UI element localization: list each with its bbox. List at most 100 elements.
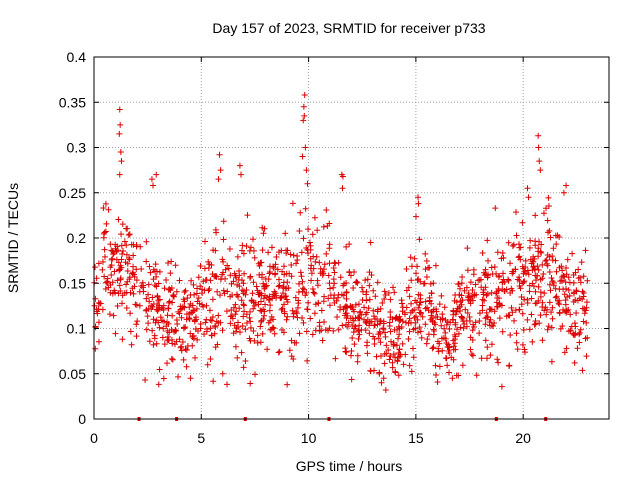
data-point bbox=[266, 293, 273, 300]
data-point bbox=[108, 271, 115, 278]
data-point bbox=[524, 185, 531, 192]
data-point bbox=[190, 281, 197, 288]
data-point bbox=[95, 319, 102, 326]
data-point bbox=[371, 322, 378, 329]
data-point bbox=[418, 334, 425, 341]
data-point bbox=[450, 343, 457, 350]
data-point bbox=[308, 277, 315, 284]
data-points bbox=[91, 92, 591, 394]
data-point bbox=[576, 329, 583, 336]
data-point bbox=[412, 319, 419, 326]
data-point bbox=[124, 278, 131, 285]
data-point bbox=[583, 353, 590, 360]
data-point bbox=[234, 291, 241, 298]
data-point bbox=[355, 315, 362, 322]
data-point bbox=[581, 305, 588, 312]
data-point bbox=[280, 263, 287, 270]
data-point bbox=[476, 317, 483, 324]
data-point bbox=[296, 227, 303, 234]
data-point bbox=[255, 291, 262, 298]
data-point bbox=[243, 243, 250, 250]
data-point bbox=[326, 260, 333, 267]
data-point bbox=[562, 301, 569, 308]
data-point bbox=[194, 336, 201, 343]
data-point bbox=[259, 330, 266, 337]
data-point bbox=[304, 180, 311, 187]
data-point bbox=[545, 323, 552, 330]
data-point bbox=[146, 338, 153, 345]
data-point bbox=[363, 342, 370, 349]
data-point bbox=[268, 244, 275, 251]
data-point bbox=[432, 321, 439, 328]
data-point bbox=[149, 327, 156, 334]
data-point bbox=[167, 270, 174, 277]
data-point bbox=[92, 345, 99, 352]
data-point bbox=[569, 250, 576, 257]
data-point bbox=[92, 295, 99, 302]
data-point bbox=[136, 288, 143, 295]
data-point bbox=[131, 273, 138, 280]
data-point bbox=[321, 261, 328, 268]
data-point bbox=[352, 301, 359, 308]
data-point bbox=[380, 325, 387, 332]
data-point bbox=[254, 339, 261, 346]
data-point bbox=[210, 378, 217, 385]
data-point bbox=[540, 270, 547, 277]
data-point bbox=[527, 237, 534, 244]
data-point bbox=[376, 370, 383, 377]
data-point bbox=[290, 356, 297, 363]
data-point bbox=[206, 307, 213, 314]
data-point bbox=[543, 311, 550, 318]
data-point bbox=[381, 288, 388, 295]
data-point bbox=[549, 304, 556, 311]
data-point bbox=[549, 315, 556, 322]
data-point bbox=[153, 171, 160, 178]
data-point bbox=[169, 312, 176, 319]
data-point bbox=[129, 285, 136, 292]
data-point bbox=[395, 372, 402, 379]
data-point bbox=[544, 262, 551, 269]
data-point bbox=[197, 321, 204, 328]
data-point bbox=[387, 353, 394, 360]
data-point bbox=[187, 330, 194, 337]
data-point bbox=[347, 352, 354, 359]
data-point bbox=[283, 270, 290, 277]
data-point bbox=[247, 380, 254, 387]
data-point bbox=[519, 341, 526, 348]
data-point bbox=[325, 295, 332, 302]
data-point bbox=[580, 318, 587, 325]
data-point bbox=[175, 373, 182, 380]
data-point bbox=[246, 247, 253, 254]
data-point bbox=[156, 324, 163, 331]
data-point bbox=[330, 284, 337, 291]
data-point bbox=[209, 271, 216, 278]
data-point bbox=[553, 293, 560, 300]
data-point bbox=[154, 292, 161, 299]
data-point bbox=[260, 295, 267, 302]
data-point bbox=[443, 321, 450, 328]
data-point bbox=[220, 269, 227, 276]
data-point bbox=[417, 295, 424, 302]
data-point bbox=[165, 337, 172, 344]
data-point bbox=[436, 363, 443, 370]
data-point bbox=[582, 247, 589, 254]
data-point bbox=[375, 335, 382, 342]
data-point bbox=[247, 318, 254, 325]
data-point bbox=[457, 285, 464, 292]
data-point bbox=[122, 259, 129, 266]
data-point bbox=[479, 296, 486, 303]
data-point bbox=[576, 295, 583, 302]
data-point bbox=[202, 319, 209, 326]
data-point bbox=[490, 323, 497, 330]
data-point bbox=[183, 363, 190, 370]
data-point bbox=[127, 328, 134, 335]
data-point bbox=[423, 340, 430, 347]
data-point bbox=[330, 327, 337, 334]
data-point bbox=[536, 158, 543, 165]
data-point bbox=[150, 276, 157, 283]
data-point bbox=[262, 301, 269, 308]
data-point bbox=[161, 341, 168, 348]
data-point bbox=[371, 335, 378, 342]
data-point bbox=[142, 377, 149, 384]
data-point bbox=[430, 280, 437, 287]
